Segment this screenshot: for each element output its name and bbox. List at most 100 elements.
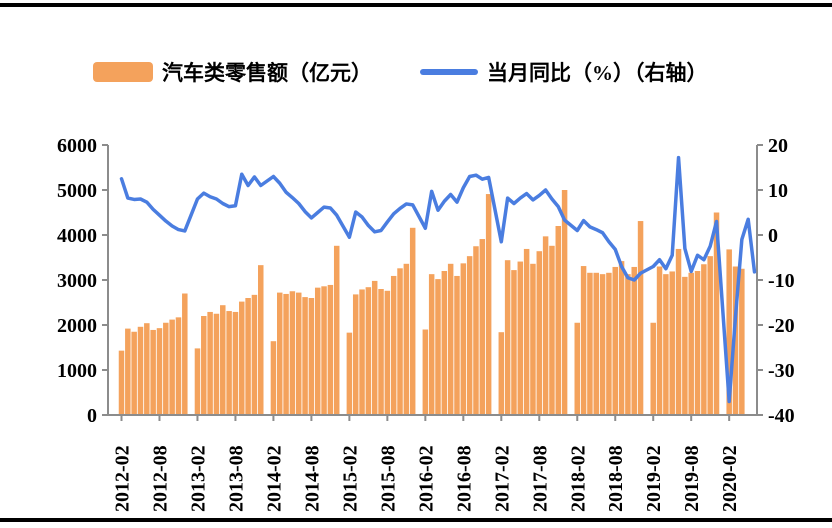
bar-2018-08 (612, 266, 618, 415)
bar-2014-07 (302, 297, 308, 415)
bar-2015-08 (384, 290, 391, 415)
bar-2017-02 (498, 332, 505, 415)
bar-2016-09 (466, 256, 473, 415)
x-tick-label: 2017-02 (491, 445, 513, 512)
right-tick-label: 20 (768, 135, 788, 157)
x-tick-label: 2012-02 (112, 445, 134, 512)
bar-2014-05 (289, 291, 296, 415)
bar-2014-06 (295, 292, 302, 415)
bar-2015-05 (365, 287, 372, 415)
bar-2017-10 (549, 245, 555, 415)
bar-2012-03 (125, 328, 131, 415)
bar-2018-03 (580, 266, 587, 415)
x-tick-label: 2015-02 (339, 445, 361, 512)
bar-2019-12 (713, 212, 720, 415)
bar-2018-09 (618, 261, 625, 415)
bar-2013-08 (232, 311, 239, 415)
bar-2014-02 (270, 341, 277, 415)
bar-2013-09 (239, 301, 245, 415)
bar-series-swatch-icon (93, 62, 153, 82)
bar-2017-03 (504, 260, 511, 415)
x-tick-label: 2019-08 (681, 445, 703, 512)
left-tick-label: 3000 (57, 270, 97, 292)
left-tick-label: 5000 (57, 180, 97, 202)
bar-2015-02 (346, 332, 353, 415)
bar-2013-11 (251, 294, 258, 415)
bar-2018-04 (587, 272, 593, 415)
bar-2019-02 (650, 322, 656, 415)
bar-2019-11 (707, 256, 713, 415)
chart-legend: 汽车类零售额（亿元） 当月同比（%）（右轴） (93, 57, 708, 87)
bottom-border-rule (0, 518, 832, 522)
bar-2013-03 (201, 316, 207, 415)
bar-2014-08 (308, 298, 315, 415)
bar-2013-12 (258, 265, 264, 415)
bar-2019-08 (688, 272, 694, 415)
bar-2018-06 (599, 274, 606, 415)
bar-2020-03 (732, 266, 739, 415)
bar-2015-09 (390, 275, 397, 415)
x-tick-label: 2014-02 (263, 445, 285, 512)
top-border-rule (0, 3, 832, 7)
bar-2012-04 (131, 331, 137, 415)
bar-2015-07 (378, 289, 384, 415)
x-tick-label: 2015-08 (377, 445, 399, 512)
yoy-line-series (119, 155, 757, 404)
bar-2012-09 (163, 322, 169, 415)
bar-2014-04 (283, 293, 289, 415)
left-tick-label: 4000 (57, 225, 97, 247)
bar-2015-03 (352, 294, 359, 415)
bar-2015-10 (397, 268, 403, 415)
x-tick-label: 2017-08 (529, 445, 551, 512)
bar-2019-05 (669, 271, 675, 415)
left-tick-label: 6000 (57, 135, 97, 157)
bar-2016-10 (473, 246, 479, 415)
x-tick-label: 2012-08 (149, 445, 171, 512)
bar-2018-07 (606, 272, 612, 415)
bar-2012-08 (156, 328, 163, 415)
bar-2012-05 (137, 326, 144, 415)
bar-2018-02 (574, 322, 581, 415)
x-tick-label: 2013-08 (225, 445, 247, 512)
right-tick-label: -10 (768, 270, 795, 292)
bar-2017-08 (536, 251, 543, 415)
bar-2016-07 (454, 275, 460, 415)
bar-2016-06 (447, 263, 454, 415)
bar-2018-12 (637, 221, 644, 415)
bar-2017-05 (517, 261, 524, 415)
x-tick-label: 2019-02 (643, 445, 665, 512)
left-tick-label: 0 (87, 405, 97, 427)
bar-2019-03 (656, 266, 663, 415)
right-tick-label: 0 (768, 225, 778, 247)
bar-2016-08 (460, 263, 467, 415)
x-tick-label: 2020-02 (719, 445, 741, 512)
bar-2019-06 (675, 248, 682, 415)
bar-2017-04 (511, 270, 517, 415)
bar-2013-02 (194, 348, 201, 415)
bar-2016-05 (441, 271, 448, 415)
x-tick-label: 2016-08 (453, 445, 475, 512)
x-tick-label: 2014-08 (301, 445, 323, 512)
bar-2015-04 (359, 289, 365, 415)
left-tick-label: 1000 (57, 360, 97, 382)
bar-2013-10 (245, 298, 251, 415)
bar-2015-12 (409, 227, 416, 415)
left-tick-label: 2000 (57, 315, 97, 337)
bar-2014-03 (277, 292, 283, 415)
bar-2018-05 (593, 272, 599, 415)
bar-2013-05 (213, 313, 220, 415)
right-tick-label: -40 (768, 405, 795, 427)
bar-2012-10 (169, 319, 175, 415)
bar-2017-07 (530, 263, 536, 415)
bar-2015-06 (371, 280, 378, 415)
bar-2016-11 (479, 239, 486, 415)
bar-2012-07 (150, 329, 156, 415)
bar-2012-02 (118, 350, 125, 415)
bar-2016-03 (428, 274, 435, 415)
right-tick-label: -30 (768, 360, 795, 382)
bar-2020-02 (726, 249, 732, 415)
bar-2017-12 (561, 190, 568, 415)
bar-2014-10 (321, 286, 327, 415)
